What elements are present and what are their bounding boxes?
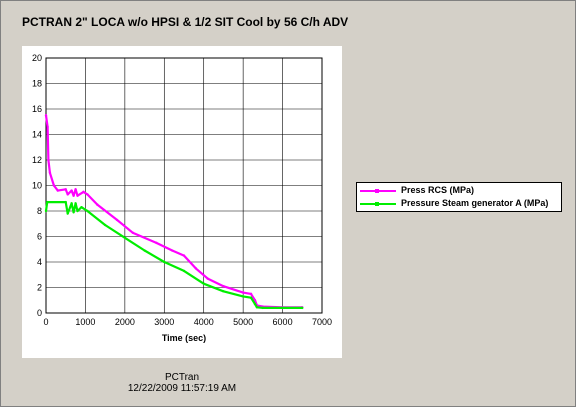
series-point-1 [222, 290, 225, 293]
series-point-0 [182, 254, 186, 257]
series-point-1 [66, 212, 69, 215]
series-point-0 [86, 193, 89, 196]
footer-timestamp: 12/22/2009 11:57:19 AM [127, 383, 237, 394]
y-tick-label: 6 [37, 232, 42, 242]
series-point-1 [281, 306, 284, 310]
series-point-1 [64, 200, 67, 204]
x-tick-label: 3000 [154, 317, 174, 327]
series-point-0 [253, 299, 257, 302]
series-point-1 [301, 306, 304, 310]
line-chart: 0 2 4 6 8 10 12 14 16 18 20 0 1000 2000 3000 4000 5000 60… [32, 53, 332, 343]
series-point-0 [74, 188, 77, 191]
y-tick-label: 8 [37, 206, 42, 216]
legend-label-steam-generator: Pressure Steam generator A (MPa) [401, 198, 549, 208]
legend-label-press-rcs: Press RCS (MPa) [401, 185, 475, 195]
series-point-1 [249, 296, 253, 299]
series-point-1 [86, 209, 89, 213]
series-line-0 [44, 115, 303, 309]
series-point-0 [241, 291, 245, 294]
x-tick-label: 6000 [273, 317, 293, 327]
series-point-0 [131, 231, 134, 234]
series-point-0 [115, 218, 119, 222]
series-point-1 [103, 223, 107, 227]
series-point-1 [44, 209, 48, 213]
series-line-1 [44, 201, 303, 309]
series-point-0 [194, 267, 198, 270]
x-tick-label: 1000 [75, 317, 95, 327]
series-point-1 [74, 202, 77, 205]
series-point-0 [82, 190, 85, 194]
series-point-0 [56, 189, 60, 192]
series-point-0 [44, 114, 48, 117]
y-tick-label: 14 [32, 130, 42, 140]
series-point-1 [76, 209, 79, 213]
y-tick-label: 12 [32, 155, 42, 165]
plot-area: 0 2 4 6 8 10 12 14 16 18 20 0 1000 2000 3000 4000 5000 60… [22, 46, 342, 358]
y-tick-label: 16 [32, 104, 42, 114]
series-point-1 [72, 211, 75, 214]
series-point-0 [170, 249, 174, 252]
series-point-1 [143, 249, 146, 252]
x-tick-label: 7000 [312, 317, 332, 327]
series-point-0 [48, 171, 52, 174]
series-point-0 [206, 277, 209, 280]
series-point-1 [70, 202, 73, 205]
y-tick-label: 10 [32, 181, 42, 191]
series-point-0 [249, 292, 253, 296]
series-point-1 [241, 295, 245, 298]
series-point-0 [64, 188, 67, 191]
series-point-1 [261, 306, 265, 310]
series-point-1 [45, 200, 49, 204]
series-point-1 [182, 269, 186, 273]
x-tick-label: 2000 [115, 317, 135, 327]
y-tick-label: 4 [37, 257, 42, 267]
legend-marker-steam-generator [375, 202, 379, 206]
x-axis-label: Time (sec) [162, 333, 206, 343]
chart-legend: Press RCS (MPa) Pressure Steam generator… [356, 182, 562, 212]
series-point-0 [155, 241, 158, 245]
series-point-1 [80, 205, 83, 209]
series-point-1 [202, 282, 205, 285]
y-tick-label: 2 [37, 283, 42, 293]
legend-item-steam-generator: Pressure Steam generator A (MPa) [357, 197, 561, 210]
x-tick-label: 5000 [233, 317, 253, 327]
footer-app-name: PCTran [164, 372, 200, 383]
series-point-0 [66, 193, 69, 196]
series-point-0 [52, 184, 56, 187]
legend-item-press-rcs: Press RCS (MPa) [357, 184, 561, 197]
series-point-0 [96, 203, 99, 206]
legend-marker-press-rcs [375, 189, 379, 193]
series-point-0 [46, 125, 49, 129]
series-point-0 [72, 194, 75, 197]
series-point-0 [47, 158, 50, 162]
series-point-1 [123, 236, 127, 239]
chart-title: PCTRAN 2" LOCA w/o HPSI & 1/2 SIT Cool b… [22, 15, 349, 29]
series-point-1 [253, 302, 257, 306]
series-point-1 [255, 306, 259, 309]
y-tick-label: 18 [32, 79, 42, 89]
plot-frame [45, 57, 323, 314]
y-tick-label: 0 [37, 308, 42, 318]
series-point-0 [70, 189, 73, 192]
series-point-0 [222, 285, 225, 288]
y-tick-label: 20 [32, 53, 42, 63]
series-point-1 [163, 260, 166, 264]
x-tick-label: 0 [43, 317, 48, 327]
x-tick-label: 4000 [194, 317, 214, 327]
series-point-0 [76, 194, 79, 197]
